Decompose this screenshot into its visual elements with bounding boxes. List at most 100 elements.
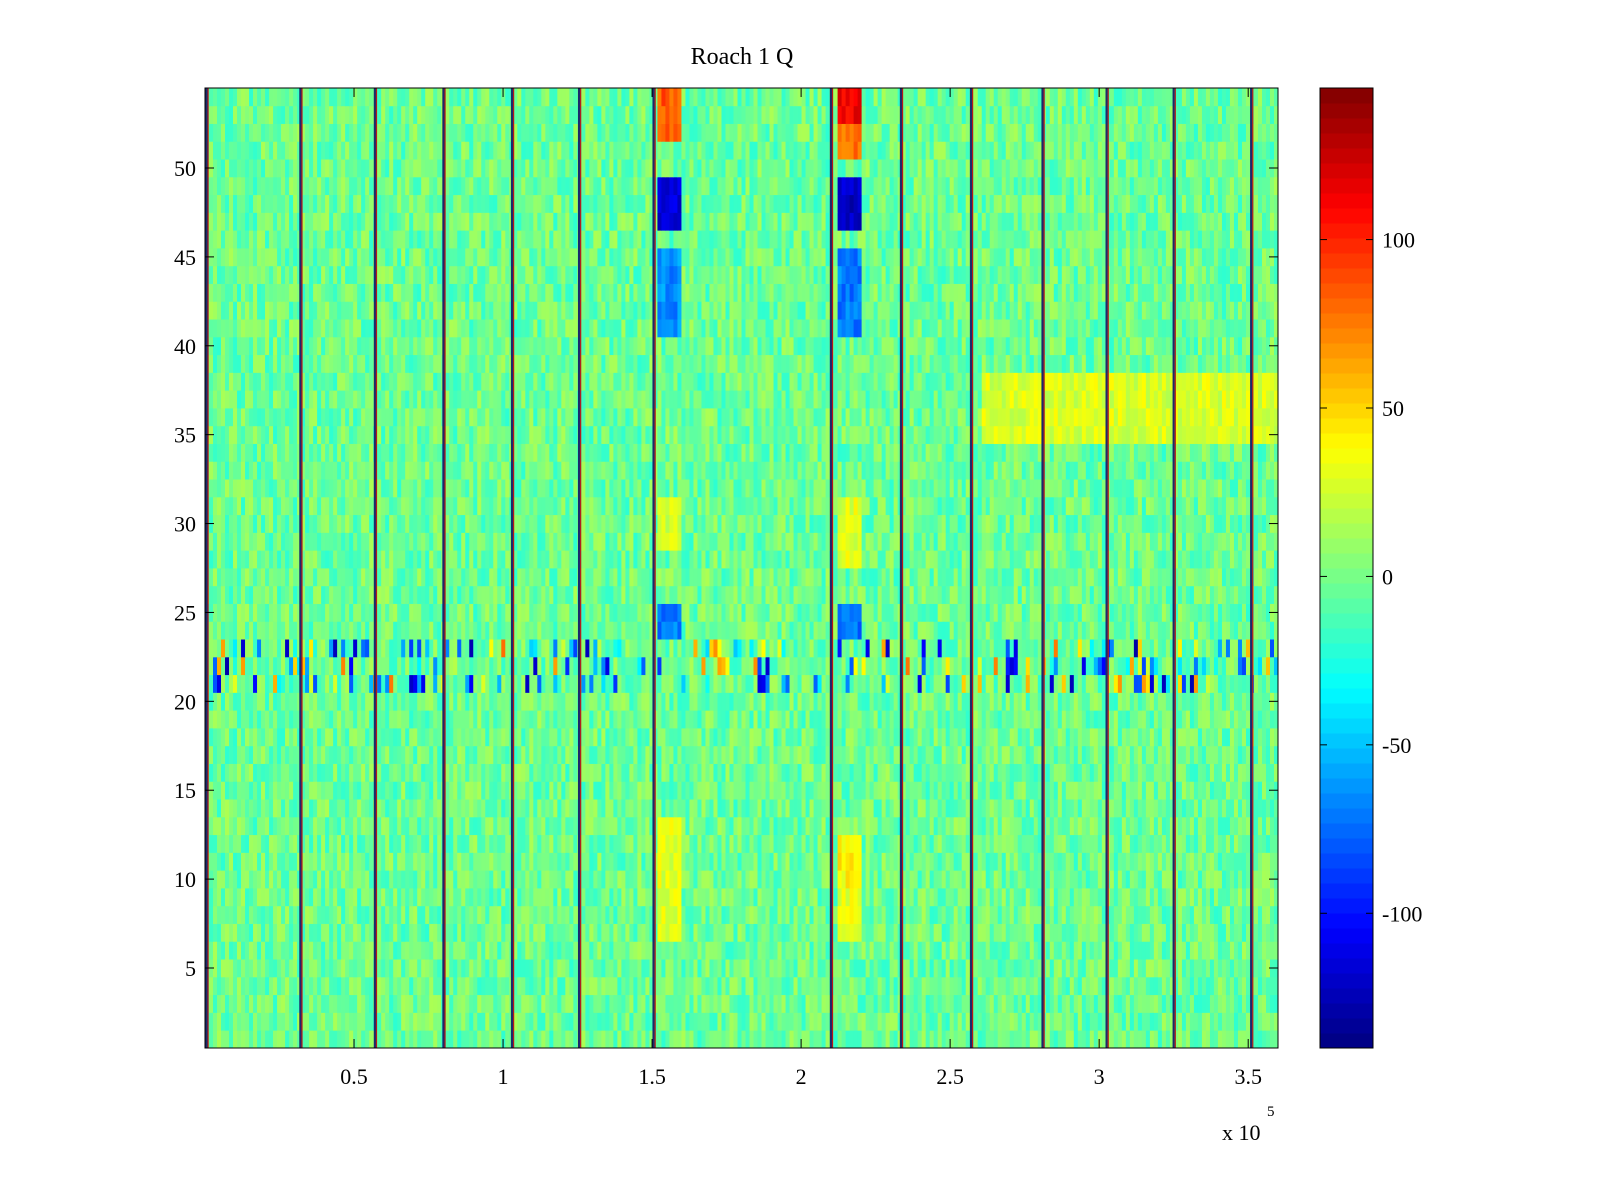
heatmap-cell	[769, 994, 774, 1013]
heatmap-cell	[433, 976, 438, 996]
heatmap-cell	[425, 994, 430, 1013]
heatmap-cell	[1073, 870, 1079, 889]
heatmap-cell	[329, 1030, 334, 1049]
heatmap-cell	[393, 994, 398, 1013]
heatmap-cell	[681, 799, 686, 818]
heatmap-cell	[825, 816, 830, 836]
heatmap-cell	[1021, 994, 1027, 1013]
heatmap-cell	[1257, 852, 1263, 871]
heatmap-cell	[685, 941, 690, 960]
heatmap-cell	[525, 959, 530, 978]
heatmap-cell	[1177, 745, 1183, 764]
heatmap-cell	[321, 781, 326, 800]
heatmap-cell	[693, 905, 698, 924]
heatmap-cell	[917, 799, 923, 818]
heatmap-cell	[1233, 816, 1239, 836]
heatmap-cell	[281, 816, 286, 836]
heatmap-cell	[925, 763, 931, 782]
heatmap-cell	[801, 799, 806, 818]
heatmap-cell	[609, 941, 614, 960]
heatmap-cell	[617, 816, 622, 836]
heatmap-cell	[929, 959, 935, 978]
heatmap-cell	[1145, 781, 1151, 800]
heatmap-cell	[361, 710, 366, 729]
heatmap-cell	[637, 941, 642, 960]
heatmap-cell	[1237, 905, 1243, 924]
heatmap-cell	[1109, 994, 1115, 1013]
heatmap-cell	[1073, 959, 1079, 978]
heatmap-cell	[1133, 763, 1139, 782]
heatmap-cell	[857, 852, 863, 871]
heatmap-cell	[525, 888, 530, 907]
heatmap-cell	[365, 1012, 370, 1031]
heatmap-cell	[705, 888, 710, 907]
heatmap-cell	[917, 834, 923, 853]
heatmap-cell	[261, 781, 266, 800]
heatmap-cell	[921, 781, 927, 800]
heatmap-cell	[737, 816, 742, 836]
heatmap-cell	[1189, 816, 1195, 836]
heatmap-cell	[609, 1030, 614, 1049]
heatmap-cell	[853, 941, 858, 960]
heatmap-cell	[1061, 728, 1067, 747]
heatmap-cell	[965, 941, 971, 960]
heatmap-cell	[377, 799, 382, 818]
heatmap-cell	[1141, 816, 1147, 836]
heatmap-cell	[541, 781, 546, 800]
heatmap-cell	[849, 941, 854, 960]
heatmap-cell	[809, 905, 814, 924]
heatmap-cell	[1053, 870, 1059, 889]
heatmap-cell	[949, 763, 955, 782]
heatmap-cell	[713, 816, 718, 836]
heatmap-cell	[957, 728, 963, 747]
heatmap-cell	[561, 905, 566, 924]
heatmap-cell	[733, 976, 738, 996]
heatmap-cell	[241, 959, 246, 978]
heatmap-cell	[1177, 976, 1183, 996]
heatmap-cell	[1025, 816, 1031, 836]
heatmap-cell	[533, 781, 538, 800]
heatmap-cell	[365, 834, 370, 853]
heatmap-cell	[545, 1030, 550, 1049]
heatmap-cell	[333, 834, 338, 853]
heatmap-cell	[797, 763, 802, 782]
heatmap-cell	[621, 959, 626, 978]
heatmap-cell	[249, 799, 254, 818]
heatmap-cell	[1149, 923, 1155, 942]
heatmap-cell	[257, 745, 262, 764]
heatmap-cell	[629, 888, 634, 907]
heatmap-cell	[213, 710, 218, 729]
heatmap-cell	[973, 994, 979, 1013]
heatmap-cell	[549, 745, 554, 764]
heatmap-cell	[1045, 728, 1051, 747]
heatmap-cell	[1189, 799, 1195, 818]
heatmap-cell	[601, 852, 606, 871]
heatmap-cell	[585, 763, 590, 782]
heatmap-cell	[593, 1030, 598, 1049]
heatmap-cell	[245, 834, 250, 853]
heatmap-cell	[1229, 834, 1235, 853]
heatmap-cell	[629, 745, 634, 764]
heatmap-cell	[605, 834, 610, 853]
heatmap-cell	[985, 976, 991, 996]
heatmap-cell	[709, 710, 714, 729]
heatmap-cell	[1049, 1012, 1055, 1031]
heatmap-cell	[489, 763, 494, 782]
heatmap-cell	[401, 781, 406, 800]
heatmap-cell	[429, 870, 434, 889]
heatmap-cell	[357, 834, 362, 853]
heatmap-cell	[1117, 1012, 1123, 1031]
heatmap-cell	[1029, 941, 1035, 960]
heatmap-cell	[629, 923, 634, 942]
heatmap-cell	[933, 994, 939, 1013]
heatmap-cell	[1065, 888, 1071, 907]
heatmap-cell	[749, 799, 754, 818]
heatmap-cell	[789, 745, 794, 764]
heatmap-cell	[689, 710, 694, 729]
heatmap-cell	[973, 763, 979, 782]
heatmap-cell	[533, 994, 538, 1013]
heatmap-cell	[881, 870, 887, 889]
heatmap-cell	[1181, 870, 1187, 889]
heatmap-cell	[853, 728, 858, 747]
heatmap-cell	[833, 923, 838, 942]
